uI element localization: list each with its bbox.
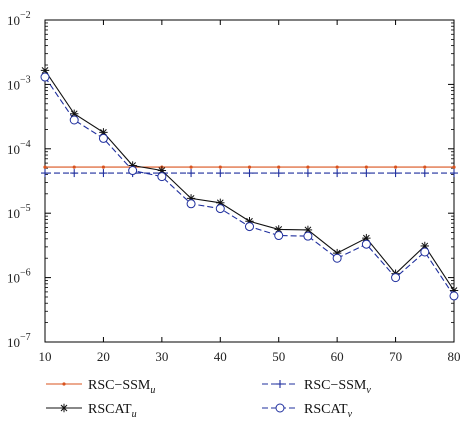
x-tick-label: 60 bbox=[331, 349, 344, 364]
data-point bbox=[157, 172, 167, 182]
data-point bbox=[332, 253, 342, 263]
x-tick-label: 10 bbox=[39, 349, 52, 364]
legend-item: RSC−SSMv bbox=[262, 378, 371, 396]
data-point bbox=[277, 165, 281, 169]
data-point bbox=[72, 165, 76, 169]
data-point bbox=[101, 165, 106, 169]
data-point bbox=[361, 239, 371, 249]
data-point bbox=[452, 165, 456, 169]
data-point bbox=[274, 231, 284, 241]
data-point bbox=[274, 169, 283, 178]
x-tick-label: 40 bbox=[214, 349, 227, 364]
data-point bbox=[59, 403, 69, 413]
x-tick-label: 30 bbox=[155, 349, 168, 364]
plot-area bbox=[44, 19, 455, 343]
legend-label: RSC−SSMu bbox=[88, 378, 155, 396]
series-markers bbox=[40, 66, 459, 301]
data-point bbox=[391, 169, 400, 178]
data-point bbox=[423, 165, 427, 169]
data-point bbox=[128, 166, 138, 176]
y-tick-label: 10−6 bbox=[7, 268, 31, 286]
data-point bbox=[99, 169, 108, 178]
legend-item: RSC−SSMu bbox=[46, 378, 155, 396]
data-point bbox=[362, 233, 371, 243]
data-point bbox=[216, 169, 225, 178]
data-point bbox=[303, 169, 312, 178]
data-point bbox=[187, 169, 196, 178]
data-point bbox=[449, 291, 459, 301]
x-tick-label: 80 bbox=[448, 349, 461, 364]
data-point bbox=[98, 133, 108, 143]
x-tick-label: 20 bbox=[97, 349, 110, 364]
axis-ticks: 10 20 30 40 50 60 70 80 10−7 10−6 10−5 10−4 10−3 10−2 bbox=[7, 10, 461, 364]
data-point bbox=[69, 115, 79, 125]
data-point bbox=[215, 204, 225, 214]
legend-label: RSC−SSMv bbox=[304, 378, 371, 396]
data-point bbox=[189, 165, 193, 169]
data-point bbox=[40, 72, 50, 82]
data-point bbox=[218, 165, 222, 169]
data-point bbox=[391, 273, 401, 283]
data-point bbox=[276, 380, 284, 388]
data-point bbox=[186, 199, 196, 209]
data-point bbox=[41, 169, 49, 178]
data-point bbox=[393, 165, 398, 169]
data-point bbox=[303, 231, 313, 241]
x-tick-label: 50 bbox=[272, 349, 285, 364]
data-point bbox=[362, 169, 371, 178]
data-point bbox=[335, 165, 339, 169]
y-tick-label: 10−5 bbox=[7, 203, 31, 221]
data-point bbox=[62, 382, 66, 386]
data-point bbox=[420, 169, 429, 178]
data-point bbox=[40, 66, 50, 75]
y-tick-label: 10−2 bbox=[7, 10, 31, 28]
data-point bbox=[245, 222, 254, 232]
data-point bbox=[245, 169, 254, 178]
x-tick-label: 70 bbox=[389, 349, 402, 364]
y-tick-label: 10−3 bbox=[7, 74, 31, 92]
data-point bbox=[43, 165, 47, 169]
legend-item: RSCATu bbox=[46, 402, 137, 420]
data-point bbox=[420, 247, 430, 257]
legend-item: RSCATv bbox=[262, 402, 353, 420]
data-point bbox=[450, 169, 458, 178]
y-tick-label: 10−4 bbox=[7, 139, 31, 157]
data-point bbox=[306, 165, 310, 169]
legend-label: RSCATu bbox=[88, 402, 137, 420]
data-point bbox=[247, 165, 252, 169]
data-point bbox=[333, 169, 342, 178]
y-tick-label: 10−7 bbox=[7, 332, 31, 350]
data-point bbox=[275, 403, 285, 413]
data-point bbox=[364, 165, 368, 169]
data-point bbox=[70, 169, 79, 178]
legend-label: RSCATv bbox=[304, 402, 353, 420]
legend: RSC−SSMu RSC−SSMv RSCATu RSCATv bbox=[46, 378, 371, 420]
